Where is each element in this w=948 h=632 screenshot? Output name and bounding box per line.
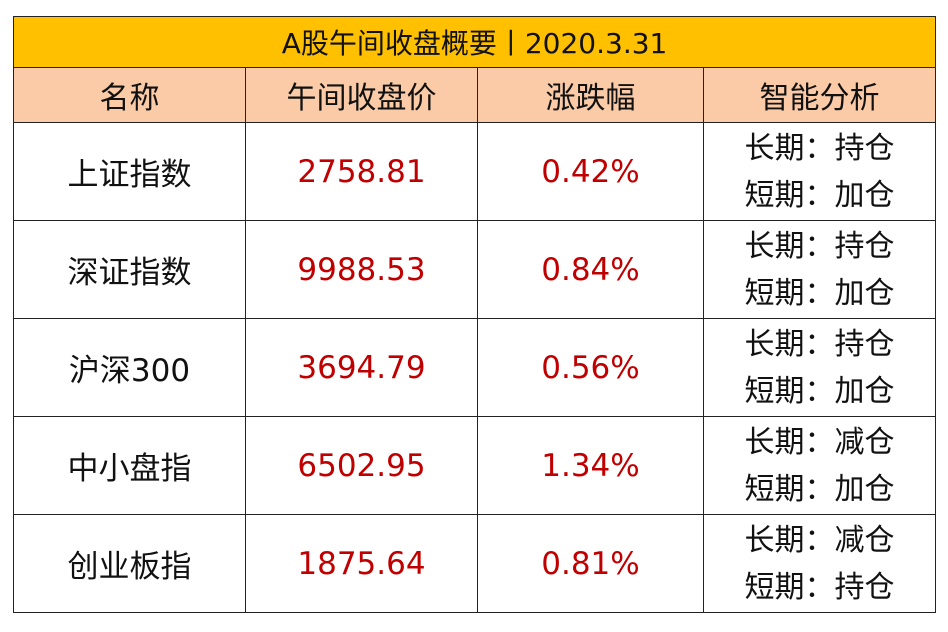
midday-close-price: 9988.53 <box>245 220 478 319</box>
long-term-advice: 长期：持仓 <box>744 326 895 362</box>
index-name: 深证指数 <box>13 220 246 319</box>
index-name: 沪深300 <box>13 318 246 417</box>
short-term-advice: 短期：加仓 <box>744 373 895 409</box>
analysis-cell: 长期：减仓 短期：加仓 <box>702 416 937 515</box>
table-title: A股午间收盘概要丨2020.3.31 <box>12 16 937 68</box>
short-term-advice: 短期：持仓 <box>744 569 895 605</box>
header-change: 涨跌幅 <box>477 67 704 123</box>
analysis-cell: 长期：减仓 短期：持仓 <box>702 514 937 613</box>
header-analysis: 智能分析 <box>702 67 937 123</box>
long-term-advice: 长期：减仓 <box>744 522 895 558</box>
table-row: 上证指数 2758.81 0.42% 长期：持仓 短期：加仓 <box>13 122 937 221</box>
header-price: 午间收盘价 <box>245 67 478 123</box>
long-term-advice: 长期：持仓 <box>744 228 895 264</box>
market-summary-table: A股午间收盘概要丨2020.3.31 名称 午间收盘价 涨跌幅 智能分析 上证指… <box>12 16 937 613</box>
long-term-advice: 长期：减仓 <box>744 424 895 460</box>
change-percent: 0.42% <box>477 122 704 221</box>
long-term-advice: 长期：持仓 <box>744 130 895 166</box>
change-percent: 0.84% <box>477 220 704 319</box>
analysis-cell: 长期：持仓 短期：加仓 <box>702 122 937 221</box>
short-term-advice: 短期：加仓 <box>744 275 895 311</box>
change-percent: 0.56% <box>477 318 704 417</box>
midday-close-price: 3694.79 <box>245 318 478 417</box>
table-row: 深证指数 9988.53 0.84% 长期：持仓 短期：加仓 <box>13 220 937 319</box>
title-row: A股午间收盘概要丨2020.3.31 <box>12 16 937 68</box>
short-term-advice: 短期：加仓 <box>744 471 895 507</box>
table-row: 中小盘指 6502.95 1.34% 长期：减仓 短期：加仓 <box>13 416 937 515</box>
index-name: 创业板指 <box>13 514 246 613</box>
analysis-cell: 长期：持仓 短期：加仓 <box>702 318 937 417</box>
midday-close-price: 1875.64 <box>245 514 478 613</box>
change-percent: 0.81% <box>477 514 704 613</box>
table-row: 沪深300 3694.79 0.56% 长期：持仓 短期：加仓 <box>13 318 937 417</box>
table-row: 创业板指 1875.64 0.81% 长期：减仓 短期：持仓 <box>13 514 937 613</box>
header-name: 名称 <box>13 67 246 123</box>
analysis-cell: 长期：持仓 短期：加仓 <box>702 220 937 319</box>
short-term-advice: 短期：加仓 <box>744 177 895 213</box>
index-name: 中小盘指 <box>13 416 246 515</box>
change-percent: 1.34% <box>477 416 704 515</box>
midday-close-price: 6502.95 <box>245 416 478 515</box>
index-name: 上证指数 <box>13 122 246 221</box>
midday-close-price: 2758.81 <box>245 122 478 221</box>
header-row: 名称 午间收盘价 涨跌幅 智能分析 <box>13 67 937 123</box>
